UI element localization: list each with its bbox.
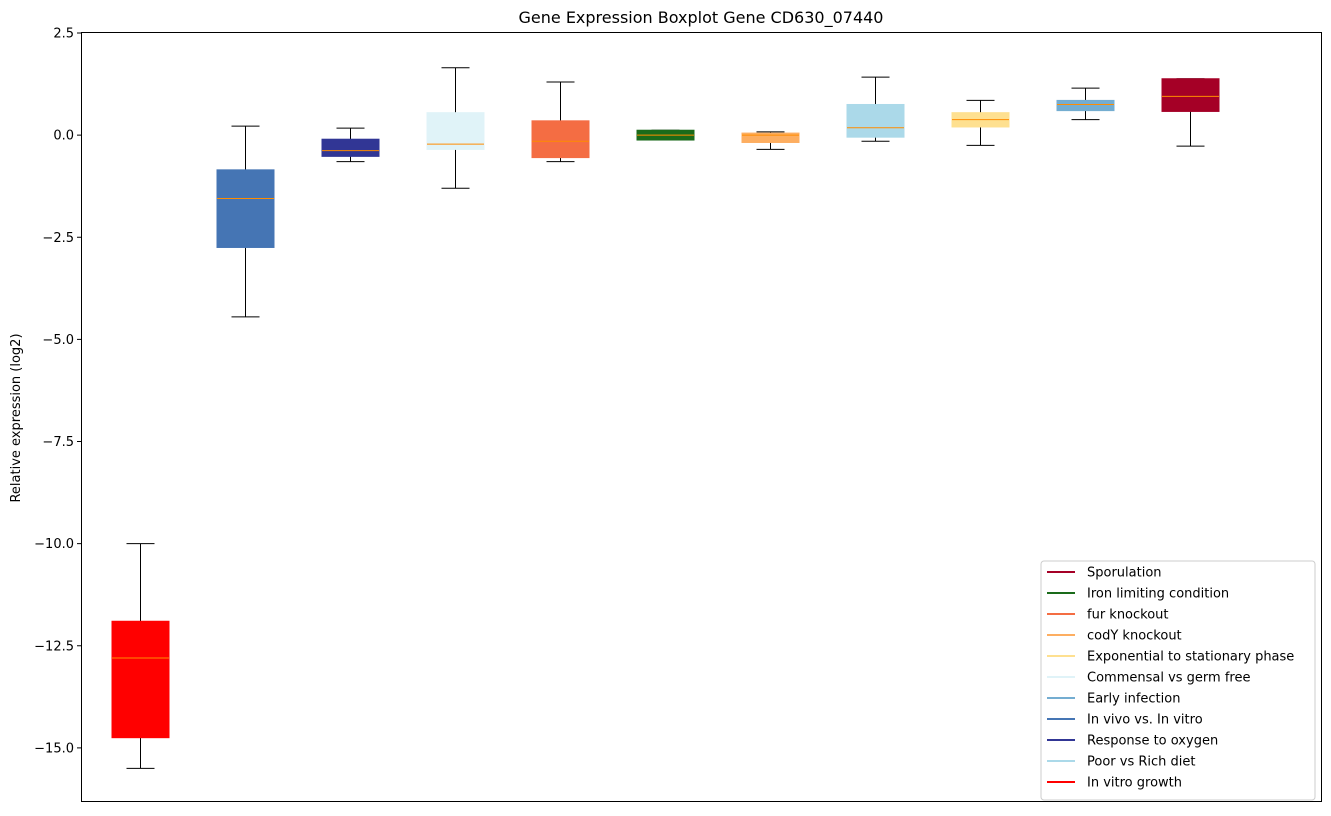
legend-label: Response to oxygen — [1087, 734, 1218, 749]
y-tick-label: −12.5 — [34, 639, 74, 654]
y-axis-label: Relative expression (log2) — [9, 333, 24, 502]
legend-label: In vivo vs. In vitro — [1087, 713, 1203, 728]
legend-label: fur knockout — [1087, 608, 1169, 623]
box-body — [531, 120, 590, 159]
box-body — [216, 169, 275, 248]
legend-label: Poor vs Rich diet — [1087, 755, 1195, 770]
box-body — [1161, 78, 1220, 112]
box-poor-vs-rich-diet — [846, 76, 905, 142]
box-body — [846, 103, 905, 138]
y-tick-label: 0.0 — [53, 129, 74, 144]
box-body — [321, 138, 380, 157]
box-response-to-oxygen — [321, 127, 380, 163]
box-in-vitro-growth — [111, 543, 170, 769]
legend-label: Iron limiting condition — [1087, 587, 1229, 602]
box-body — [111, 620, 170, 739]
legend-label: Commensal vs germ free — [1087, 671, 1250, 686]
box-fur-knockout — [531, 81, 590, 163]
box-iron-limiting-condition — [636, 129, 695, 141]
box-commensal-vs-germ-free — [426, 67, 485, 189]
box-sporulation — [1161, 78, 1220, 147]
y-tick-label: −15.0 — [34, 741, 74, 756]
box-exponential-to-stationary-phase — [951, 99, 1010, 146]
legend-label: In vitro growth — [1087, 776, 1182, 791]
legend-label: Sporulation — [1087, 566, 1162, 581]
y-tick-label: −7.5 — [42, 435, 74, 450]
box-cody-knockout — [741, 131, 800, 150]
legend-label: Early infection — [1087, 692, 1180, 707]
y-tick-label: −5.0 — [42, 333, 74, 348]
y-axis-ticks: 2.5 0.0 −2.5 −5.0 −7.5 −10.0 −12.5 −15.0 — [34, 27, 82, 756]
box-body — [741, 132, 800, 143]
plot-area-frame — [81, 32, 1322, 802]
chart-title: Gene Expression Boxplot Gene CD630_07440 — [519, 8, 884, 28]
box-body — [426, 112, 485, 150]
box-in-vivo-vs-in-vitro — [216, 125, 275, 318]
legend-label: Exponential to stationary phase — [1087, 650, 1294, 665]
legend-frame — [1040, 560, 1316, 801]
legend: Sporulation Iron limiting condition fur kn… — [1040, 560, 1316, 801]
legend-label: codY knockout — [1087, 629, 1182, 644]
box-body — [1056, 99, 1115, 112]
box-early-infection — [1056, 87, 1115, 121]
box-series — [111, 67, 1220, 769]
y-tick-label: −2.5 — [42, 231, 74, 246]
y-tick-label: 2.5 — [53, 27, 74, 42]
y-tick-label: −10.0 — [34, 537, 74, 552]
